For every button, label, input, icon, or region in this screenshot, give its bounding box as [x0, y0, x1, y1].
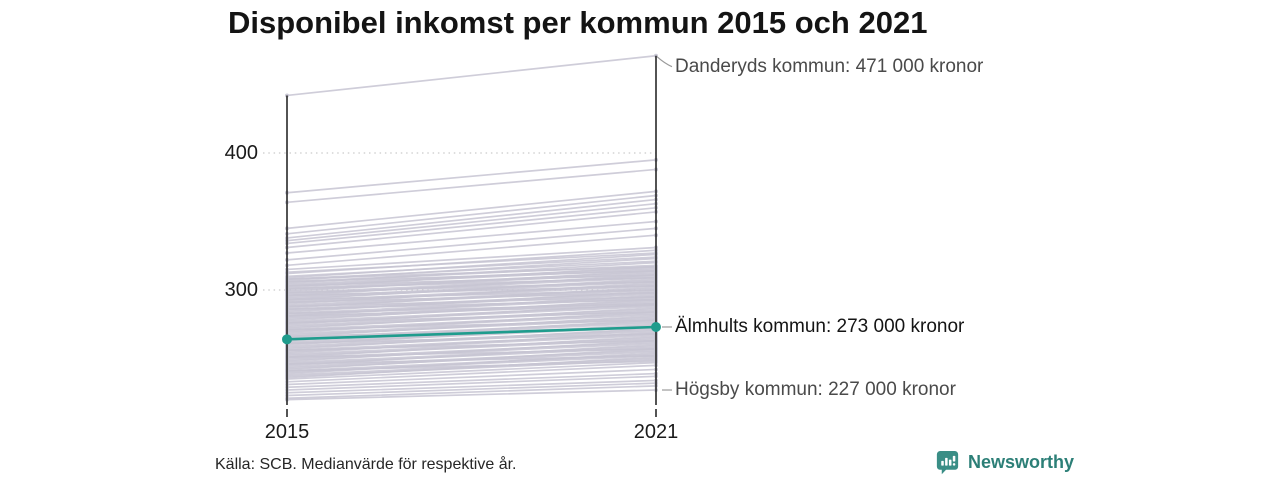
background-slope-line [286, 269, 657, 283]
newsworthy-bars-bubble-icon [935, 450, 960, 475]
background-slope-line [286, 302, 657, 315]
background-slope-line [286, 206, 657, 245]
background-slope-line [286, 246, 657, 271]
background-slope-line [286, 285, 657, 297]
background-slope-line [286, 234, 657, 267]
background-slope-line [286, 227, 657, 261]
background-slope-line [286, 364, 657, 383]
background-slope-line [286, 220, 657, 254]
background-slope-line [286, 360, 657, 372]
background-slope-line [286, 361, 657, 380]
background-slope-line [286, 368, 657, 386]
background-slope-line [286, 382, 657, 397]
y-axis-tick-label: 400 [224, 142, 258, 164]
background-slope-line [286, 304, 657, 317]
background-slope-line [286, 319, 657, 331]
background-slope-line [286, 202, 657, 242]
background-slope-line [286, 385, 657, 400]
background-slope-line [286, 168, 657, 204]
background-slope-line [286, 298, 657, 311]
background-slope-line [286, 354, 657, 365]
background-slope-line [286, 190, 657, 230]
background-slope-line [286, 291, 657, 304]
background-slope-line [286, 274, 657, 287]
background-slope-line [286, 253, 657, 279]
background-slope-line [286, 335, 657, 358]
background-slope-line [286, 296, 657, 308]
background-slope-line [286, 211, 657, 249]
background-slope-line [286, 265, 657, 280]
background-slope-line [286, 339, 657, 363]
background-slope-line [286, 159, 657, 194]
background-slope-line [286, 198, 657, 239]
background-slope-line [286, 311, 657, 334]
x-axis-year-label: 2015 [264, 421, 310, 443]
highlighted-slope-line [286, 325, 657, 341]
background-slope-line [286, 311, 657, 324]
background-slope-line [286, 356, 657, 379]
annotation-muted: Danderyds kommun: 471 000 kronor [675, 55, 984, 77]
x-axis-year-label: 2021 [633, 421, 679, 443]
highlight-dot-2015 [282, 334, 292, 345]
background-slope-line [286, 289, 657, 301]
background-slope-line [286, 280, 657, 294]
background-slope-line [286, 54, 657, 97]
background-slope-line [286, 372, 657, 389]
background-slope-line [286, 379, 657, 394]
background-slope-line [286, 276, 657, 290]
highlight-dot-2021 [651, 321, 661, 332]
chart-title: Disponibel inkomst per kommun 2015 och 2… [228, 5, 928, 40]
background-slope-line [286, 348, 657, 358]
background-slope-line [286, 274, 657, 297]
background-slope-line [286, 278, 657, 301]
background-slope-line [286, 375, 657, 391]
background-slope-line [286, 389, 657, 401]
brand-name: Newsworthy [968, 452, 1075, 472]
background-slope-line [286, 315, 657, 338]
annotation-muted: Högsby kommun: 227 000 kronor [675, 379, 956, 400]
background-slope-line [286, 339, 657, 352]
background-slope-line [286, 194, 657, 235]
background-slope-line [286, 332, 657, 345]
background-slope-line [286, 249, 657, 275]
brand-lockup: Newsworthy [935, 450, 1074, 475]
annotation-connector [656, 56, 673, 68]
y-axis-tick-label: 300 [224, 279, 258, 301]
annotation-highlighted: Älmhults kommun: 273 000 kronor [675, 315, 965, 337]
source-note: Källa: SCB. Medianvärde för respektive å… [215, 456, 517, 473]
